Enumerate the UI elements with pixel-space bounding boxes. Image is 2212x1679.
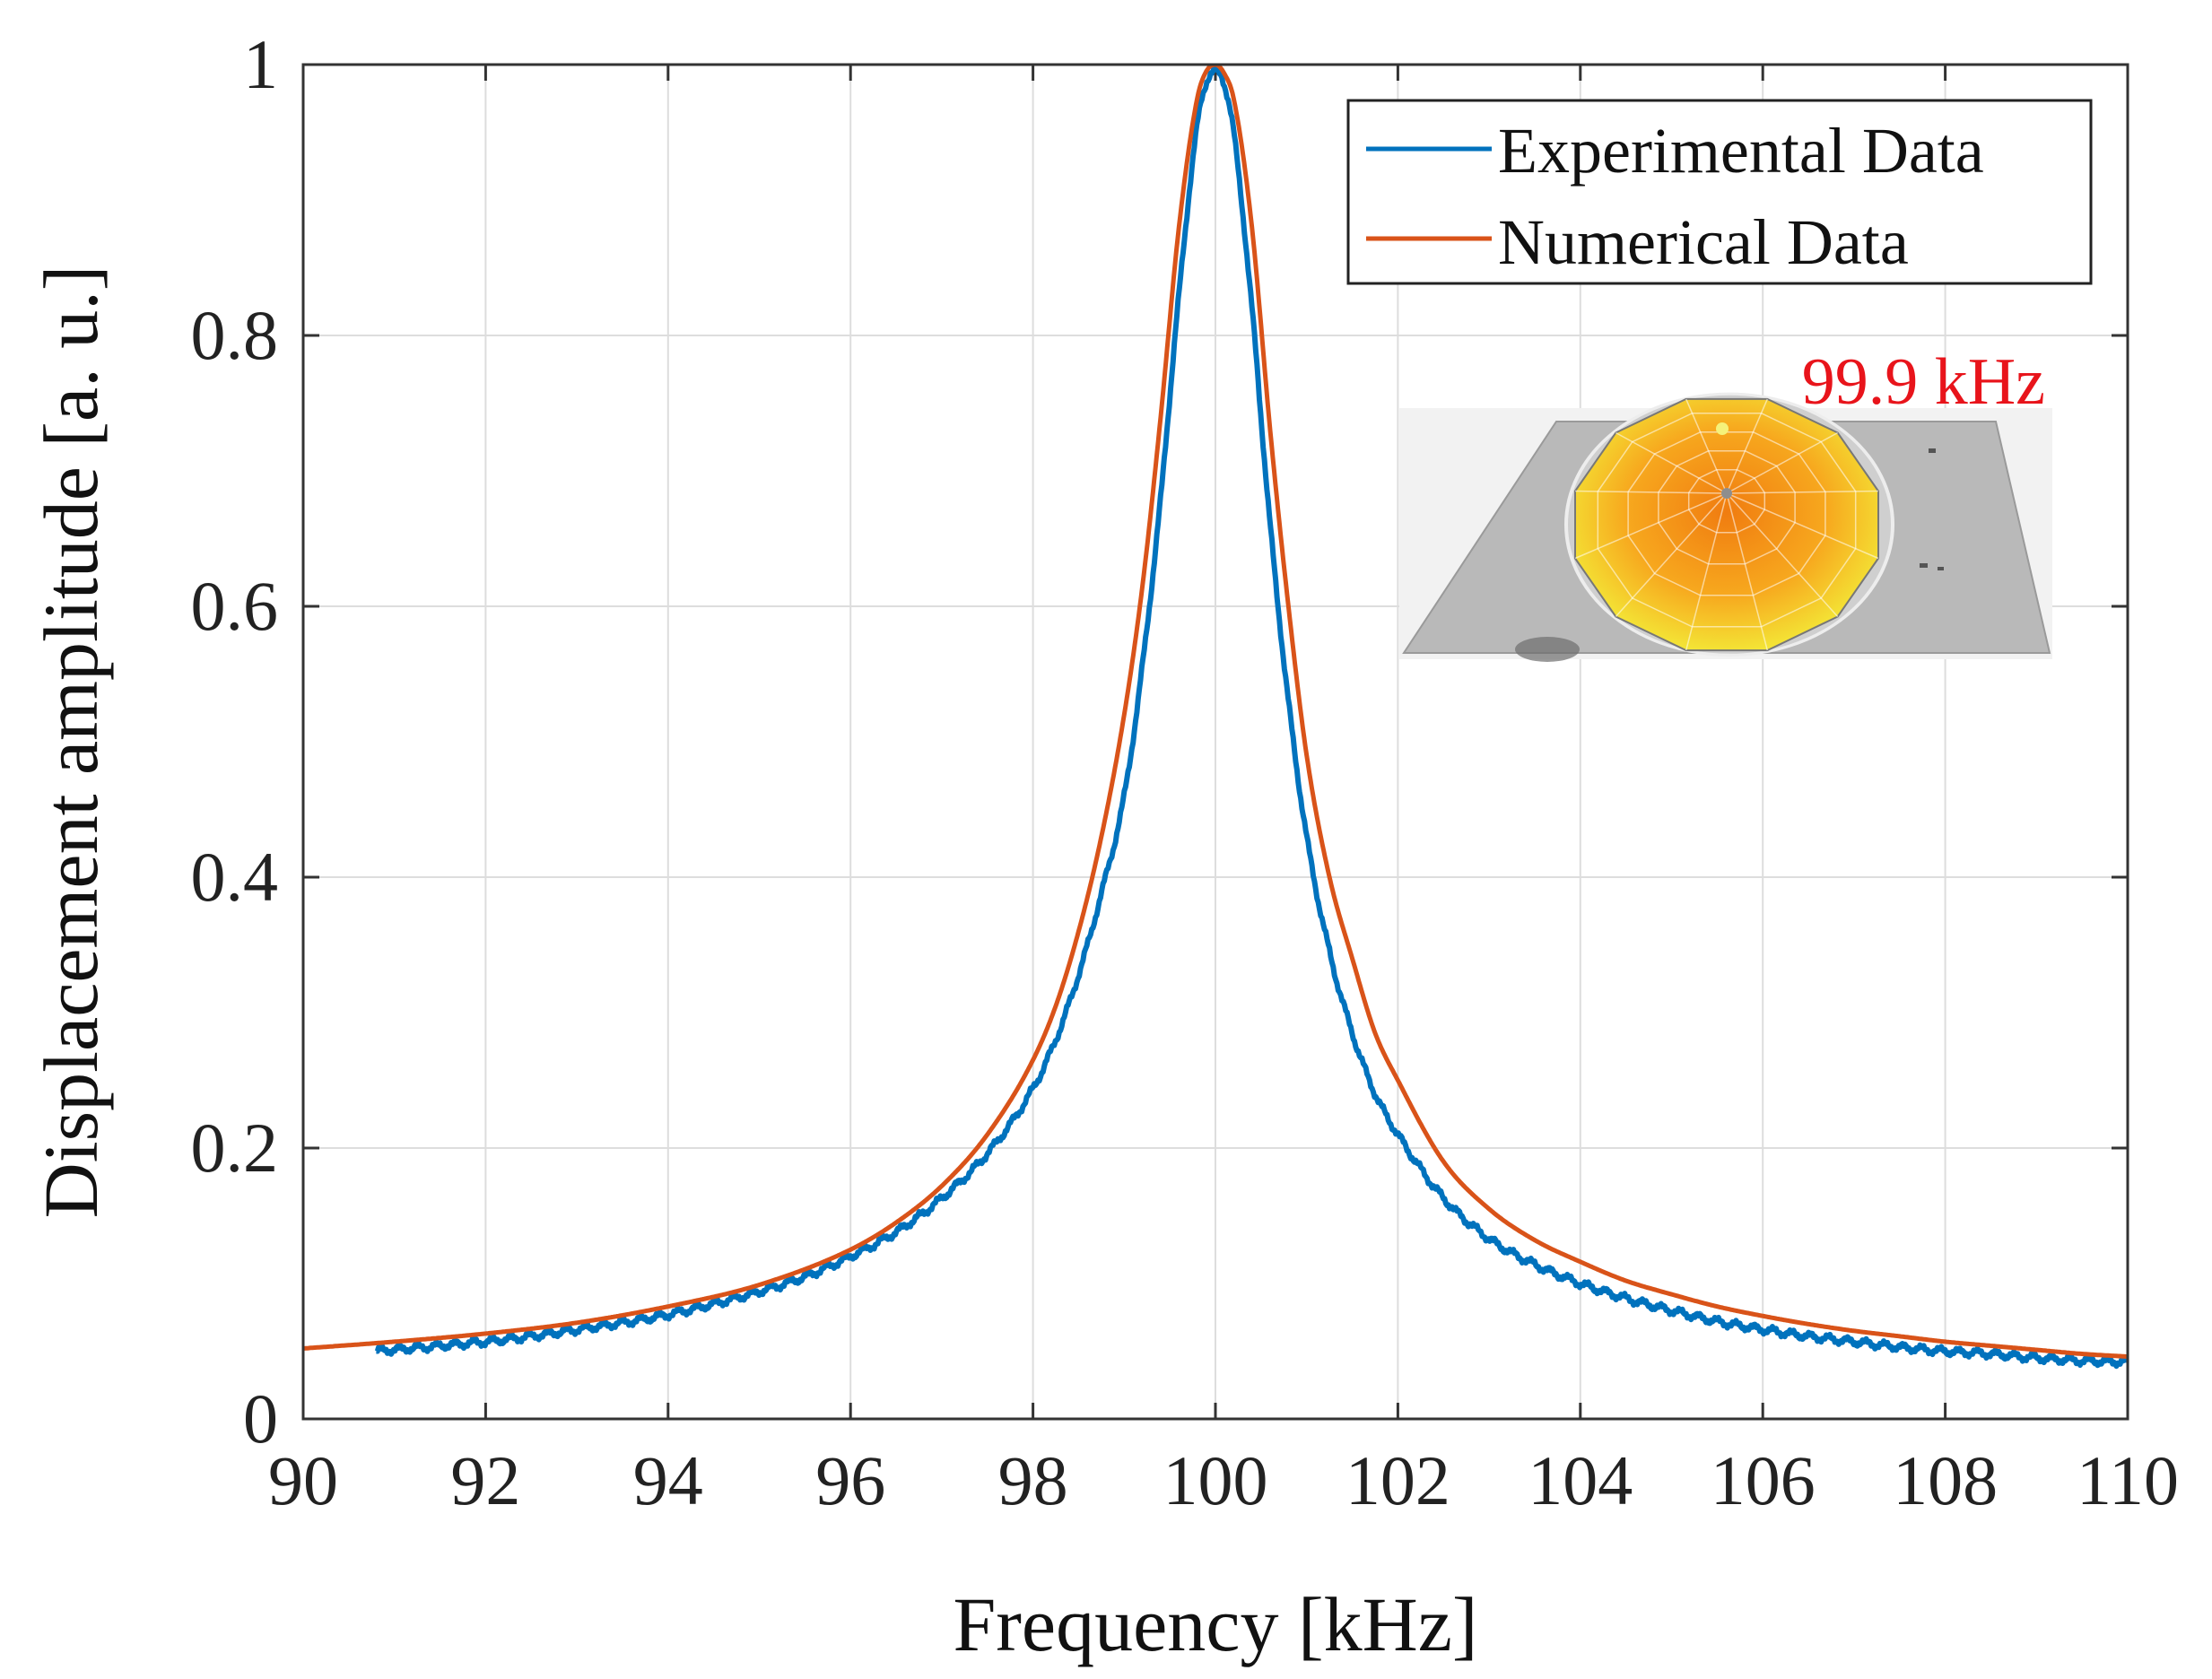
inset-mesh-ring (1627, 431, 1826, 596)
axes-frame (301, 63, 2129, 1421)
series-group (303, 65, 2128, 1370)
legend-label-numerical: Numerical Data (1498, 206, 1909, 278)
inset-notch (1716, 422, 1729, 435)
inset-mesh (1574, 398, 1879, 651)
legend: Experimental Data Numerical Data (1346, 99, 2093, 285)
inset-mesh-spoke (1726, 492, 1879, 560)
y-tick-label: 0 (243, 1379, 278, 1457)
inset-mesh-spoke (1726, 490, 1879, 494)
inset-mesh-ring (1597, 412, 1857, 628)
inset-mark (1920, 563, 1928, 568)
y-tick-label: 0.2 (191, 1109, 279, 1187)
legend-box (1346, 99, 2093, 285)
x-tick-label: 110 (2077, 1441, 2179, 1519)
x-tick-label: 98 (998, 1441, 1068, 1519)
inset-mesh-spoke (1615, 431, 1728, 494)
x-tick-label: 90 (268, 1441, 338, 1519)
x-tick-label: 100 (1163, 1441, 1268, 1519)
inset-dark-spot (1515, 637, 1580, 662)
legend-label-experimental: Experimental Data (1498, 115, 1984, 187)
x-tick-label: 108 (1893, 1441, 1998, 1519)
y-tick-label: 0.6 (191, 567, 279, 645)
inset-mark (1938, 567, 1944, 570)
inset-mesh-ring (1687, 468, 1766, 534)
inset-mesh-spoke (1615, 492, 1728, 618)
x-tick-label: 102 (1345, 1441, 1450, 1519)
inset-mesh-spoke (1726, 398, 1768, 494)
x-tick-label: 92 (450, 1441, 520, 1519)
x-axis-label: Frequency [kHz] (953, 1581, 1477, 1667)
inset-mesh-spoke (1726, 492, 1769, 651)
inset-mesh-spoke (1574, 492, 1728, 560)
y-tick-label: 0.4 (191, 838, 279, 916)
series-line-numerical (303, 65, 2128, 1359)
inset-mesh-ring (1658, 449, 1796, 565)
x-tick-label: 104 (1528, 1441, 1633, 1519)
inset-center (1721, 488, 1732, 499)
inset-disc (1574, 397, 1879, 652)
inset-mesh-spoke (1726, 492, 1839, 618)
series-line-experimental (374, 65, 2128, 1370)
inset-image (1399, 392, 2052, 662)
inset-mark (1929, 448, 1936, 453)
inset-mesh-spoke (1685, 492, 1728, 651)
grid (303, 65, 2128, 1419)
y-tick-label: 1 (243, 25, 278, 103)
ticks: 90 92 94 96 98 100 102 104 106 108 110 0 0.2 0.4 0.6 0.… (191, 25, 2180, 1519)
y-axis-label: Displacement amplitude [a. u.] (28, 265, 114, 1219)
inset-frequency-label: 99.9 kHz (1802, 345, 2045, 419)
x-tick-label: 106 (1711, 1441, 1816, 1519)
inset-mesh-spoke (1574, 490, 1728, 494)
inset-mesh-spoke (1685, 398, 1728, 494)
x-tick-label: 96 (815, 1441, 885, 1519)
y-tick-label: 0.8 (191, 296, 279, 374)
inset-mesh-spoke (1726, 431, 1839, 494)
x-tick-label: 94 (633, 1441, 703, 1519)
